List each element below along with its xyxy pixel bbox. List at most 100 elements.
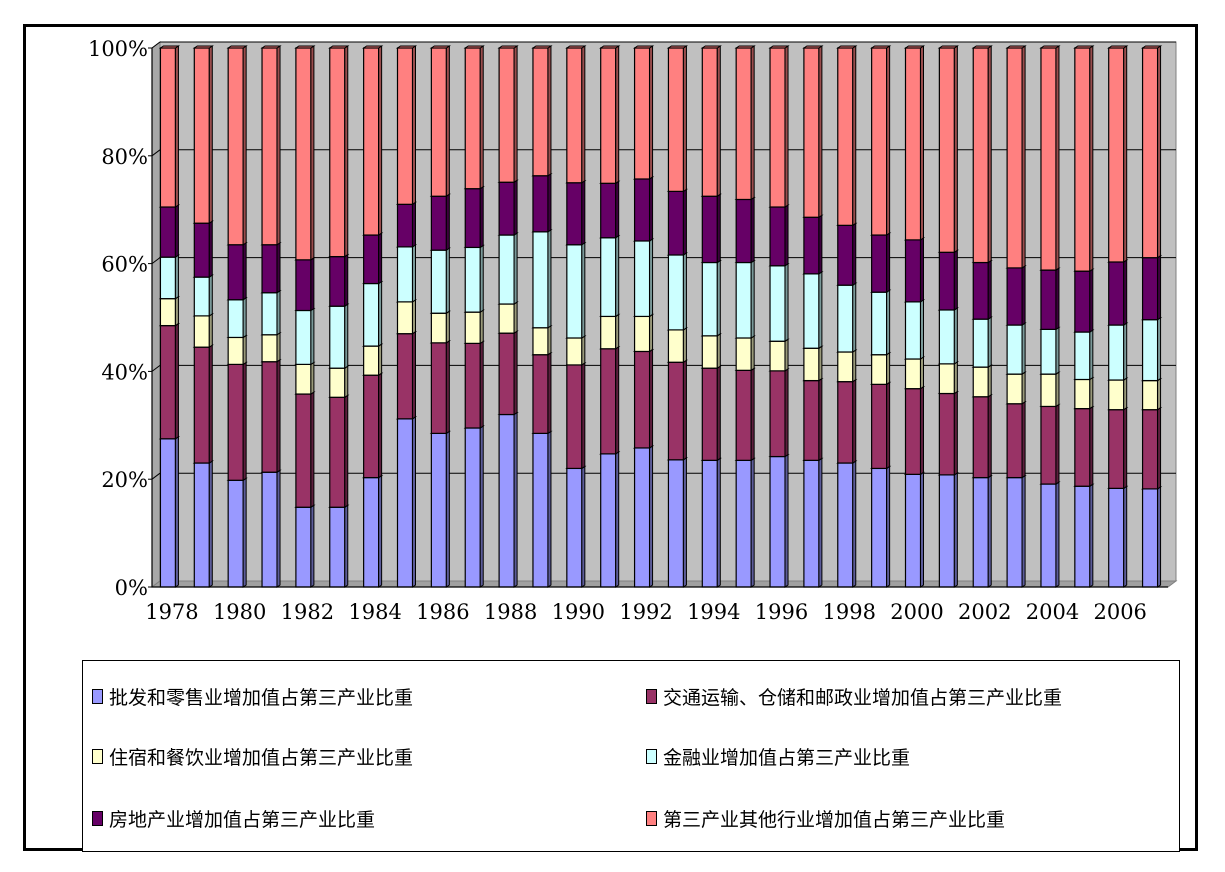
bar-segment xyxy=(869,381,892,470)
bar-top xyxy=(531,45,553,49)
bar-top xyxy=(632,45,655,49)
bar-front xyxy=(667,459,685,588)
bar-segment xyxy=(192,220,214,279)
bar-side xyxy=(953,390,958,476)
bar-side xyxy=(750,367,755,462)
bar-segment xyxy=(734,45,756,201)
bar-side xyxy=(886,289,891,356)
bar-front xyxy=(227,479,244,588)
bar-segment xyxy=(429,247,452,315)
bar-segment xyxy=(700,259,722,337)
bar-segment xyxy=(158,204,181,259)
bar-top xyxy=(1107,45,1129,49)
y-tick-label: 0% xyxy=(115,576,148,600)
bar-top xyxy=(497,45,519,49)
bar-front xyxy=(701,261,718,337)
bar-front xyxy=(667,47,685,192)
x-tick-label: 2004 xyxy=(1026,600,1079,624)
bar-segment xyxy=(632,313,655,353)
bar-front xyxy=(1141,488,1159,588)
bar-segment xyxy=(226,334,248,366)
bar-segment xyxy=(463,45,485,190)
bar-top xyxy=(1140,45,1163,49)
bar-side xyxy=(920,385,924,476)
bar-side xyxy=(852,282,857,353)
bar-segment xyxy=(226,296,248,339)
bar-front xyxy=(837,462,854,588)
bar-side xyxy=(1055,481,1060,588)
bar-side xyxy=(276,331,281,363)
bar-front xyxy=(566,337,583,366)
bar-segment xyxy=(937,45,960,254)
bar-front xyxy=(667,361,685,461)
bar-segment xyxy=(1073,405,1095,488)
bar-segment xyxy=(361,280,384,348)
legend-swatch xyxy=(92,811,103,826)
bar-side xyxy=(378,45,383,236)
bar-front xyxy=(329,506,346,588)
bar-segment xyxy=(1073,329,1095,381)
bar-front xyxy=(600,315,617,350)
bar-front xyxy=(1006,267,1023,326)
bar-segment xyxy=(666,326,689,364)
bar-segment xyxy=(260,241,282,294)
bar-side xyxy=(581,45,586,184)
bar-side xyxy=(310,45,315,261)
bar-top xyxy=(429,45,452,49)
bar-front xyxy=(735,337,752,371)
bar-front xyxy=(532,354,549,434)
bar-segment xyxy=(1005,371,1027,405)
bar-segment xyxy=(192,45,214,225)
x-tick-label: 1992 xyxy=(619,600,672,624)
bar-segment xyxy=(971,364,993,398)
x-tick-label: 2002 xyxy=(958,600,1011,624)
bar-side xyxy=(276,45,281,246)
bar-front xyxy=(261,361,278,473)
bar-front xyxy=(633,178,651,242)
bar-front xyxy=(871,467,888,588)
bar-segment xyxy=(971,259,993,321)
bar-front xyxy=(159,324,177,440)
bar-segment xyxy=(497,45,519,184)
bar-side xyxy=(852,378,857,464)
bar-front xyxy=(972,476,989,588)
bar-front xyxy=(295,259,312,312)
bar-top xyxy=(734,45,756,49)
bar-segment xyxy=(463,340,485,429)
bar-side xyxy=(750,45,755,201)
bar-segment xyxy=(361,45,384,236)
bar-side xyxy=(547,324,552,356)
y-tick-label: 40% xyxy=(101,360,148,384)
bar-front xyxy=(261,244,278,294)
bar-segment xyxy=(1039,481,1061,588)
bar-side xyxy=(784,262,789,343)
bar-front xyxy=(498,181,515,236)
bar-front xyxy=(464,311,481,344)
legend-label: 住宿和餐饮业增加值占第三产业比重 xyxy=(109,747,414,769)
legend-label: 批发和零售业增加值占第三产业比重 xyxy=(109,687,414,709)
bar-side xyxy=(174,45,179,208)
bar-segment xyxy=(632,176,655,242)
bar-front xyxy=(938,363,955,395)
legend-label: 交通运输、仓储和邮政业增加值占第三产业比重 xyxy=(663,687,1063,709)
bar-segment xyxy=(1140,254,1163,321)
legend-label: 房地产业增加值占第三产业比重 xyxy=(109,809,376,831)
bar-side xyxy=(208,45,213,225)
bar-segment xyxy=(700,365,722,462)
bar-front xyxy=(1006,47,1023,269)
bar-side xyxy=(547,45,552,177)
bar-side xyxy=(547,172,552,233)
bar-side xyxy=(649,348,654,449)
bar-segment xyxy=(226,361,248,482)
bar-side xyxy=(953,307,958,365)
bar-segment xyxy=(734,367,756,462)
bar-front xyxy=(159,47,177,208)
bar-front xyxy=(735,261,752,339)
bar-front xyxy=(464,427,481,588)
bar-side xyxy=(750,335,755,372)
bar-segment xyxy=(599,45,621,185)
bar-front xyxy=(329,255,346,307)
bar-front xyxy=(159,206,177,258)
bar-segment xyxy=(869,232,892,294)
bar-side xyxy=(886,45,891,236)
